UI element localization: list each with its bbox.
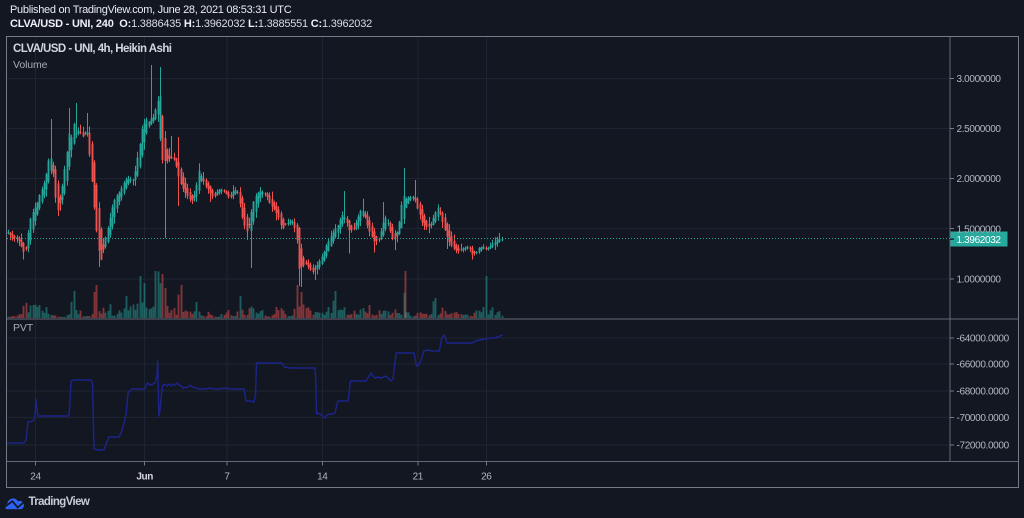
svg-text:21: 21: [413, 471, 424, 482]
svg-text:7: 7: [224, 471, 230, 482]
svg-text:-68000.0000: -68000.0000: [957, 387, 1010, 398]
svg-text:2.0000000: 2.0000000: [957, 174, 1002, 185]
svg-text:26: 26: [481, 471, 492, 482]
svg-text:14: 14: [317, 471, 328, 482]
svg-text:-64000.0000: -64000.0000: [957, 333, 1010, 344]
svg-text:1.0000000: 1.0000000: [957, 275, 1002, 286]
svg-text:-66000.0000: -66000.0000: [957, 360, 1010, 371]
svg-text:24: 24: [30, 471, 41, 482]
svg-text:-70000.0000: -70000.0000: [957, 413, 1010, 424]
svg-text:1.5000000: 1.5000000: [957, 224, 1002, 235]
svg-text:3.0000000: 3.0000000: [957, 74, 1002, 85]
svg-text:2.5000000: 2.5000000: [957, 124, 1002, 135]
svg-text:1.3962032: 1.3962032: [957, 235, 1002, 246]
svg-text:-72000.0000: -72000.0000: [957, 441, 1010, 452]
svg-text:Jun: Jun: [136, 471, 153, 482]
